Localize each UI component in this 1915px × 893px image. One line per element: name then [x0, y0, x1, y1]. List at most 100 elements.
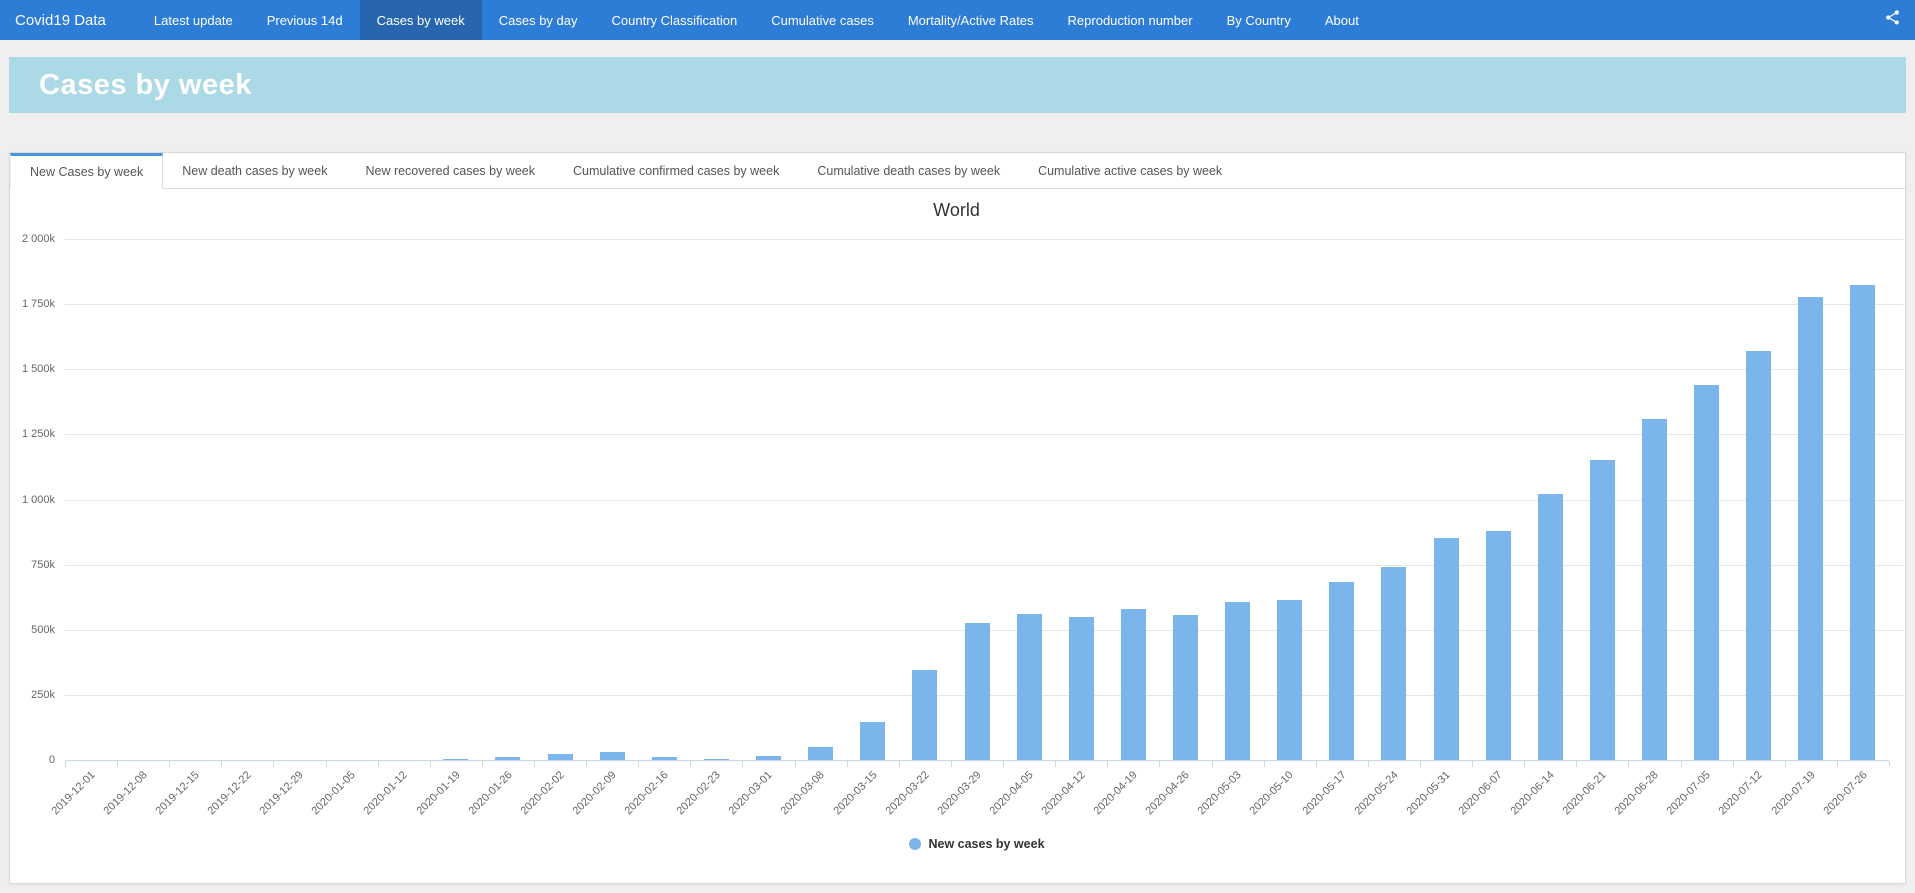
x-axis-label: 2019-12-22 — [205, 769, 254, 818]
bar-2020-01-26[interactable] — [495, 757, 521, 760]
x-axis-label: 2020-01-26 — [466, 769, 515, 818]
bar-2020-01-19[interactable] — [443, 759, 469, 760]
content-card: New Cases by week New death cases by week… — [9, 152, 1906, 884]
nav-item-cases-by-day[interactable]: Cases by day — [498, 12, 578, 28]
x-axis-label: 2020-03-15 — [830, 769, 880, 818]
bar-2020-05-24[interactable] — [1381, 567, 1407, 760]
tab-new-recovered-cases-by-week[interactable]: New recovered cases by week — [365, 163, 535, 178]
navbar-brand[interactable]: Covid19 Data — [15, 11, 106, 29]
y-axis-label: 1 750k — [21, 298, 55, 311]
bar-2020-04-12[interactable] — [1068, 617, 1094, 760]
x-axis-tick — [950, 761, 952, 767]
bar-2020-04-26[interactable] — [1172, 615, 1198, 760]
bar-2020-05-17[interactable] — [1329, 582, 1355, 760]
x-axis-label: 2020-03-08 — [778, 769, 828, 818]
y-axis-label: 500k — [31, 623, 55, 636]
x-axis-label: 2020-04-12 — [1039, 769, 1088, 818]
bar-2020-03-29[interactable] — [964, 623, 990, 760]
bar-2020-03-22[interactable] — [912, 670, 938, 760]
x-axis-tick — [221, 761, 223, 767]
tab-cumulative-confirmed-cases-by-week[interactable]: Cumulative confirmed cases by week — [573, 163, 780, 178]
x-axis-tick — [534, 761, 536, 767]
x-axis-tick — [117, 761, 119, 767]
bar-2020-02-16[interactable] — [651, 757, 677, 760]
x-axis-label: 2020-02-23 — [674, 769, 723, 818]
navbar: Covid19 Data Latest update Previous 14d Ca… — [0, 0, 1915, 40]
x-axis-tick — [1315, 761, 1317, 767]
x-axis-tick — [273, 761, 275, 767]
x-axis-tick — [1836, 761, 1838, 767]
x-axis-tick — [325, 761, 327, 767]
bar-2020-06-21[interactable] — [1589, 460, 1615, 760]
share-button[interactable] — [1869, 0, 1915, 40]
x-axis-label: 2020-01-05 — [309, 769, 359, 818]
x-axis-label: 2020-06-28 — [1612, 769, 1661, 818]
tab-new-death-cases-by-week[interactable]: New death cases by week — [182, 163, 328, 178]
tab-new-cases-by-week[interactable]: New Cases by week — [10, 153, 164, 189]
x-axis-tick — [429, 761, 431, 767]
bar-2020-06-07[interactable] — [1485, 531, 1511, 760]
x-axis-label: 2020-06-14 — [1508, 769, 1557, 818]
tab-cumulative-death-cases-by-week[interactable]: Cumulative death cases by week — [817, 163, 1001, 178]
bar-2020-05-10[interactable] — [1277, 600, 1303, 760]
bar-2020-07-05[interactable] — [1694, 385, 1720, 760]
x-axis-tick — [1732, 761, 1734, 767]
bar-2020-07-12[interactable] — [1746, 351, 1772, 760]
legend-item[interactable]: New cases by week — [65, 837, 1889, 851]
legend-label: New cases by week — [928, 837, 1045, 851]
bar-2020-06-28[interactable] — [1641, 419, 1667, 760]
x-axis-label: 2020-05-31 — [1404, 769, 1453, 818]
x-axis-label: 2020-03-22 — [883, 769, 932, 818]
nav-item-country-classification[interactable]: Country Classification — [611, 12, 738, 28]
nav-item-previous-14d[interactable]: Previous 14d — [266, 12, 343, 28]
x-axis-tick — [377, 761, 379, 767]
x-axis-tick — [1889, 761, 1890, 767]
bar-2020-07-19[interactable] — [1798, 297, 1824, 760]
x-axis-tick — [481, 761, 483, 767]
x-axis-label: 2020-06-21 — [1560, 769, 1609, 818]
nav-items: Latest update Previous 14d Cases by week Ca… — [137, 0, 1376, 40]
x-axis-tick — [1472, 761, 1474, 767]
x-axis-tick — [846, 761, 848, 767]
bar-2020-07-26[interactable] — [1850, 285, 1876, 760]
y-axis-label: 2 000k — [21, 233, 55, 245]
x-axis-tick — [1211, 761, 1213, 767]
bar-2020-04-19[interactable] — [1120, 609, 1146, 760]
bar-2020-05-31[interactable] — [1433, 538, 1459, 760]
x-axis-label: 2020-05-17 — [1300, 769, 1349, 818]
bar-2020-03-01[interactable] — [756, 756, 782, 760]
nav-item-latest-update[interactable]: Latest update — [153, 12, 233, 28]
x-axis-label: 2020-03-01 — [726, 769, 776, 818]
share-icon — [1884, 9, 1901, 31]
nav-item-reproduction-number[interactable]: Reproduction number — [1067, 12, 1193, 28]
x-axis-label: 2020-01-19 — [414, 769, 463, 818]
x-axis-tick — [1576, 761, 1578, 767]
nav-item-about[interactable]: About — [1324, 12, 1359, 28]
y-axis-label: 0 — [48, 754, 55, 766]
x-axis-tick — [1784, 761, 1786, 767]
x-axis-label: 2020-06-07 — [1456, 769, 1505, 818]
bar-2020-03-15[interactable] — [860, 722, 886, 760]
bar-2020-03-08[interactable] — [808, 747, 834, 760]
bar-2020-02-02[interactable] — [547, 754, 573, 760]
bar-2020-06-14[interactable] — [1537, 494, 1563, 760]
nav-item-by-country[interactable]: By Country — [1226, 12, 1291, 28]
nav-item-mortality-active-rates[interactable]: Mortality/Active Rates — [907, 12, 1034, 28]
bar-2020-02-23[interactable] — [703, 759, 729, 760]
bar-2020-02-09[interactable] — [599, 752, 625, 760]
nav-item-cases-by-week[interactable]: Cases by week — [359, 0, 482, 40]
tab-cumulative-active-cases-by-week[interactable]: Cumulative active cases by week — [1038, 163, 1223, 178]
nav-item-cumulative-cases[interactable]: Cumulative cases — [771, 12, 874, 28]
gridline-1 750k — [65, 304, 1903, 306]
x-axis-tick — [169, 761, 171, 767]
bar-2020-05-03[interactable] — [1225, 602, 1251, 760]
x-axis-line — [65, 760, 1889, 761]
x-axis-tick — [1055, 761, 1057, 767]
tabbar: New Cases by week New death cases by week… — [10, 153, 1905, 189]
x-axis-tick — [65, 761, 66, 767]
x-axis-tick — [1524, 761, 1526, 767]
x-axis-tick — [742, 761, 744, 767]
x-axis-label: 2020-05-24 — [1352, 769, 1401, 818]
bar-2020-04-05[interactable] — [1016, 614, 1042, 760]
x-axis-tick — [1680, 761, 1682, 767]
